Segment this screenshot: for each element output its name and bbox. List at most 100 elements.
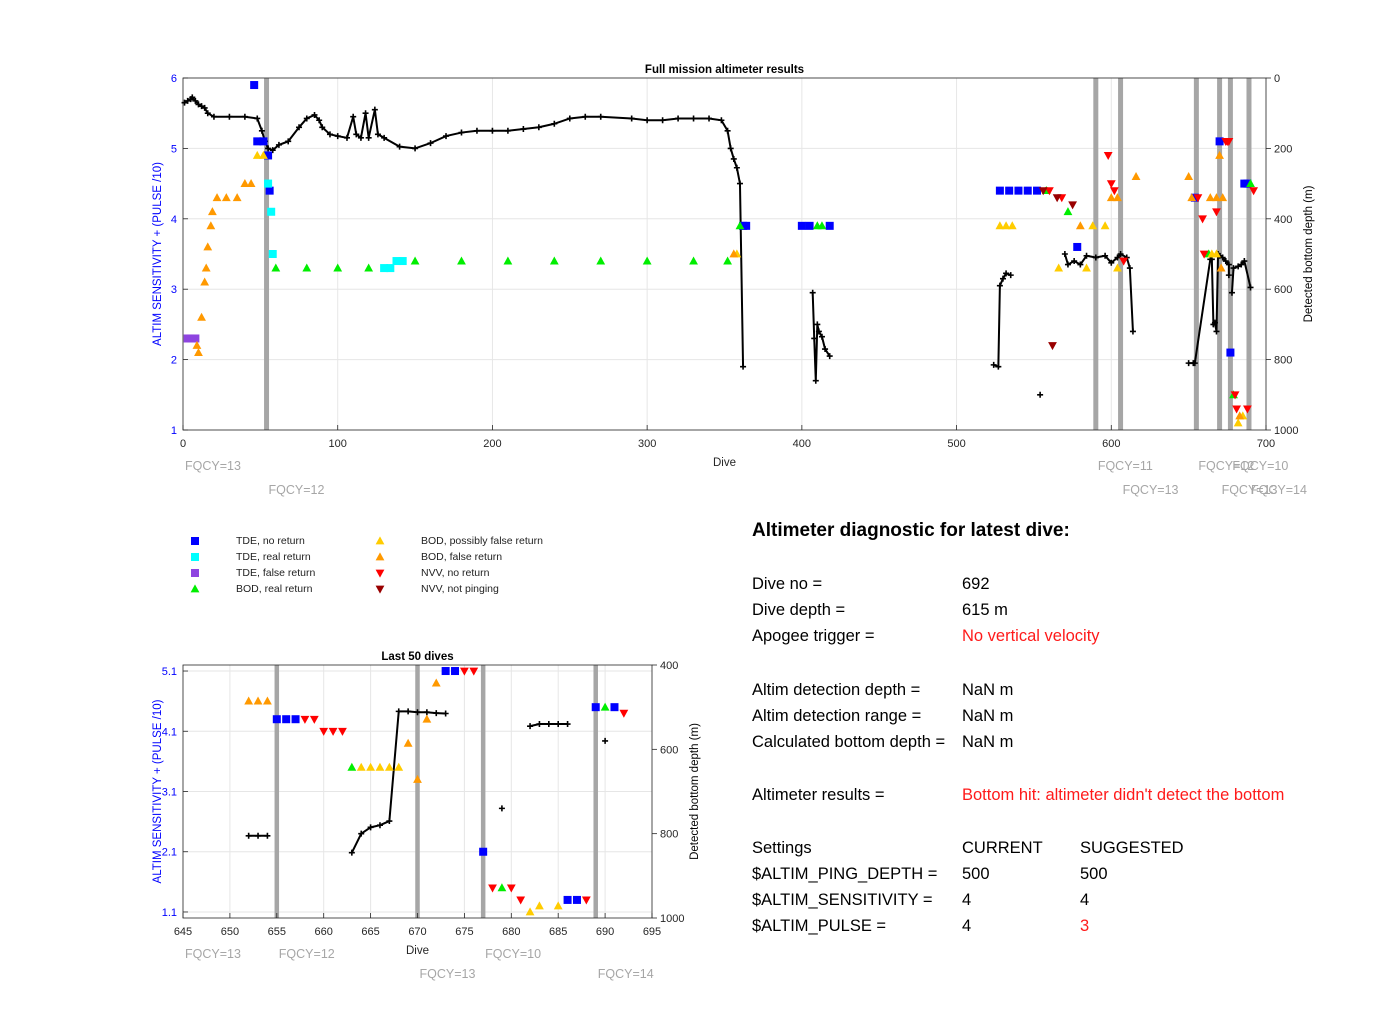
bottom-depth-point — [535, 124, 542, 131]
bottom-depth-point — [264, 832, 271, 839]
calc-depth-label: Calculated bottom depth = — [752, 733, 946, 751]
legend-label: TDE, real return — [236, 551, 311, 563]
triangle-down-marker — [1193, 194, 1203, 203]
bottom-depth-point — [551, 120, 558, 127]
y-tick-label: 1 — [171, 425, 177, 437]
triangle-up-marker — [1088, 221, 1098, 230]
bottom-depth-point — [343, 134, 350, 141]
triangle-down-marker — [375, 569, 385, 578]
bottom-depth-point — [443, 133, 450, 140]
plot-frame — [182, 77, 1267, 431]
bottom-depth-point — [316, 117, 323, 124]
triangle-up-marker — [207, 207, 217, 216]
triangle-down-marker — [1119, 257, 1129, 266]
triangle-down-marker — [488, 884, 497, 893]
triangle-up-marker — [553, 901, 563, 910]
square-marker — [1014, 186, 1023, 195]
triangle-down-marker — [460, 667, 469, 676]
bottom-depth-point — [241, 113, 248, 120]
triangle-down-marker — [1052, 194, 1062, 203]
bottom-depth-point — [995, 363, 1002, 370]
legend-label: TDE, no return — [236, 535, 305, 547]
triangle-up-marker — [203, 242, 213, 251]
triangle-down-marker — [1048, 342, 1057, 351]
y-tick-label: 4 — [171, 214, 177, 226]
bottom-depth-point — [210, 113, 217, 120]
triangle-up-marker — [244, 696, 254, 705]
bottom-depth-point — [602, 737, 609, 744]
chart-title: Last 50 dives — [381, 651, 453, 663]
x-tick-label: 695 — [643, 926, 661, 938]
triangle-down-marker — [1038, 187, 1048, 196]
square-marker — [451, 667, 460, 676]
legend-symbol — [191, 553, 199, 561]
bottom-depth-point — [740, 363, 747, 370]
legend-symbol — [190, 584, 200, 593]
triangle-up-marker — [549, 256, 559, 265]
square-marker — [610, 703, 619, 712]
legend-symbol — [375, 585, 385, 594]
bottom-depth-point — [255, 832, 262, 839]
y2-tick-label: 400 — [1274, 214, 1292, 226]
triangle-up-marker — [356, 762, 366, 771]
square-marker — [1023, 186, 1032, 195]
bottom-depth-point — [405, 708, 412, 715]
x-tick-label: 670 — [408, 926, 426, 938]
triangle-up-marker — [347, 762, 357, 771]
bottom-depth-point — [718, 117, 725, 124]
triangle-down-marker — [328, 727, 338, 736]
triangle-down-marker — [1068, 201, 1078, 210]
bottom-depth-point — [724, 127, 731, 134]
square-marker — [380, 264, 389, 273]
triangle-up-marker — [253, 696, 263, 705]
bottom-depth-point — [245, 832, 252, 839]
triangle-down-marker — [1232, 405, 1242, 414]
square-marker — [191, 553, 199, 561]
bottom-depth-point — [826, 353, 833, 360]
bottom-depth-point — [371, 106, 378, 113]
bottom-depth-point — [184, 97, 191, 104]
apogee-value: No vertical velocity — [962, 627, 1100, 645]
bottom-depth-point — [303, 115, 310, 122]
bottom-depth-point — [376, 822, 383, 829]
bottom-depth-point — [1037, 391, 1044, 398]
bottom-depth-line — [350, 710, 446, 854]
bottom-depth-point — [269, 147, 276, 154]
triangle-down-marker — [300, 715, 310, 724]
triangle-up-marker — [457, 256, 466, 265]
legend-label: BOD, real return — [236, 583, 313, 595]
triangle-up-marker — [1218, 193, 1228, 202]
bottom-depth-point — [811, 335, 818, 342]
bottom-depth-point — [809, 289, 816, 296]
bottom-depth-point — [1238, 261, 1245, 268]
bottom-depth-point — [365, 134, 372, 141]
y-tick-label: 1.1 — [162, 907, 177, 919]
fqcy-label: FQCY=12 — [1198, 459, 1254, 473]
fqcy-label: FQCY=10 — [1232, 459, 1288, 473]
triangle-down-marker — [319, 727, 329, 736]
square-marker — [259, 137, 268, 146]
legend-symbol — [191, 569, 199, 577]
bottom-depth-point — [386, 818, 393, 825]
settings-label: Settings — [752, 839, 812, 857]
bottom-depth-point — [285, 138, 292, 145]
triangle-up-marker — [375, 536, 385, 545]
bottom-depth-point — [189, 94, 196, 101]
diagnostic-title: Altimeter diagnostic for latest dive: — [752, 520, 1070, 541]
bottom-depth-point — [1228, 289, 1235, 296]
bottom-depth-point — [644, 117, 651, 124]
bottom-depth-point — [258, 127, 265, 134]
triangle-up-marker — [192, 340, 202, 349]
legend-label: BOD, possibly false return — [421, 535, 543, 547]
bottom-depth-point — [442, 710, 449, 717]
bottom-depth-point — [357, 134, 364, 141]
bottom-depth-point — [564, 721, 571, 728]
x-axis-label: Dive — [406, 945, 429, 957]
current-header: CURRENT — [962, 839, 1043, 857]
y2-tick-label: 0 — [1274, 73, 1280, 85]
bottom-depth-point — [536, 721, 543, 728]
triangle-up-marker — [364, 263, 374, 272]
triangle-up-marker — [642, 256, 652, 265]
legend-label: TDE, false return — [236, 567, 316, 579]
triangle-up-marker — [271, 263, 281, 272]
